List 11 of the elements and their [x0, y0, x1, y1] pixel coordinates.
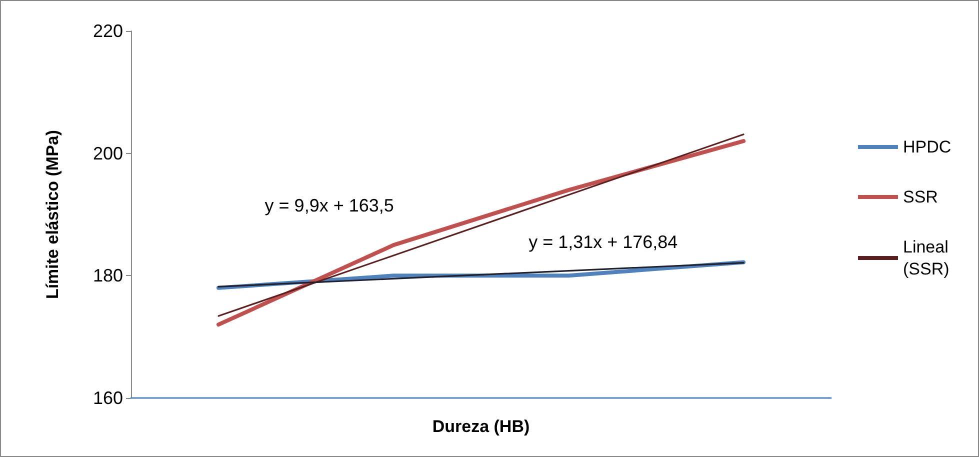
legend-label: HPDC: [903, 138, 952, 156]
annotation: y = 1,31x + 176,84: [528, 232, 678, 252]
y-tick-label: 220: [92, 21, 123, 41]
x-axis-title: Dureza (HB): [432, 417, 530, 436]
legend-label: Lineal (SSR): [903, 238, 954, 278]
y-tick-label: 180: [92, 266, 123, 286]
legend-label: SSR: [903, 188, 938, 206]
y-axis-title: Límite elástico (MPa): [43, 130, 62, 300]
y-tick-label: 160: [92, 388, 123, 408]
y-tick-label: 200: [92, 143, 123, 164]
annotation: y = 9,9x + 163,5: [264, 196, 394, 216]
